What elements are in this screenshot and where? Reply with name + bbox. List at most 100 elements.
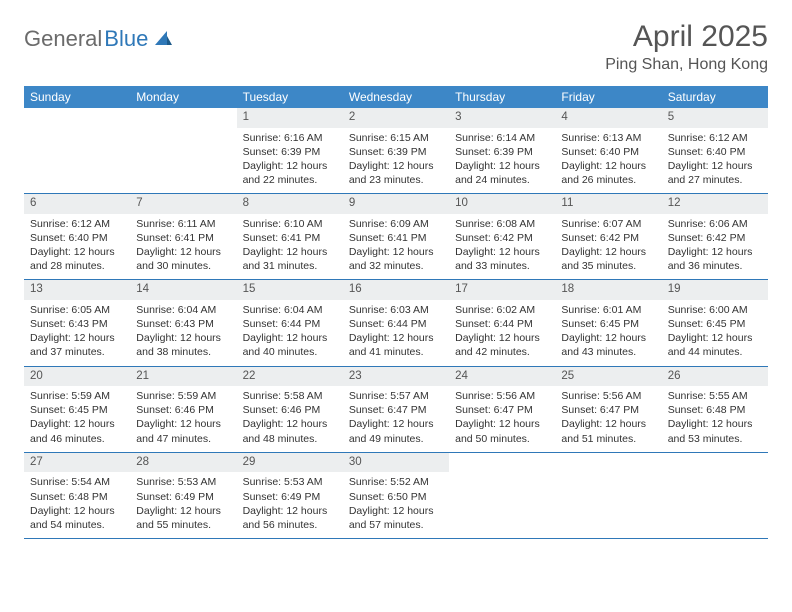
day-cell: 22Sunrise: 5:58 AMSunset: 6:46 PMDayligh…: [237, 367, 343, 452]
day-number: 8: [237, 194, 343, 214]
day-number: 13: [24, 280, 130, 300]
daylight-line: Daylight: 12 hours and 42 minutes.: [455, 331, 549, 359]
day-cell-empty: [130, 108, 236, 193]
sunset-line: Sunset: 6:47 PM: [455, 403, 549, 417]
daylight-line: Daylight: 12 hours and 33 minutes.: [455, 245, 549, 273]
sunrise-line: Sunrise: 6:05 AM: [30, 303, 124, 317]
day-cell: 6Sunrise: 6:12 AMSunset: 6:40 PMDaylight…: [24, 194, 130, 279]
day-cell: 24Sunrise: 5:56 AMSunset: 6:47 PMDayligh…: [449, 367, 555, 452]
week-row: 27Sunrise: 5:54 AMSunset: 6:48 PMDayligh…: [24, 453, 768, 539]
day-cell: 15Sunrise: 6:04 AMSunset: 6:44 PMDayligh…: [237, 280, 343, 365]
day-number: 9: [343, 194, 449, 214]
sunrise-line: Sunrise: 6:04 AM: [136, 303, 230, 317]
day-number: 16: [343, 280, 449, 300]
day-cell-empty: [449, 453, 555, 538]
sunset-line: Sunset: 6:43 PM: [30, 317, 124, 331]
sunrise-line: Sunrise: 5:57 AM: [349, 389, 443, 403]
daylight-line: Daylight: 12 hours and 32 minutes.: [349, 245, 443, 273]
sunset-line: Sunset: 6:47 PM: [561, 403, 655, 417]
day-number: 10: [449, 194, 555, 214]
page-header: General Blue April 2025 Ping Shan, Hong …: [24, 20, 768, 74]
day-number: 19: [662, 280, 768, 300]
sunset-line: Sunset: 6:48 PM: [668, 403, 762, 417]
day-cell: 1Sunrise: 6:16 AMSunset: 6:39 PMDaylight…: [237, 108, 343, 193]
day-cell-empty: [555, 453, 661, 538]
sunrise-line: Sunrise: 5:55 AM: [668, 389, 762, 403]
sunrise-line: Sunrise: 5:58 AM: [243, 389, 337, 403]
daylight-line: Daylight: 12 hours and 35 minutes.: [561, 245, 655, 273]
location-label: Ping Shan, Hong Kong: [605, 56, 768, 74]
sunset-line: Sunset: 6:48 PM: [30, 490, 124, 504]
day-number: 14: [130, 280, 236, 300]
day-number: 27: [24, 453, 130, 473]
sunset-line: Sunset: 6:49 PM: [136, 490, 230, 504]
daylight-line: Daylight: 12 hours and 53 minutes.: [668, 417, 762, 445]
daylight-line: Daylight: 12 hours and 27 minutes.: [668, 159, 762, 187]
day-cell: 17Sunrise: 6:02 AMSunset: 6:44 PMDayligh…: [449, 280, 555, 365]
day-cell: 8Sunrise: 6:10 AMSunset: 6:41 PMDaylight…: [237, 194, 343, 279]
sunset-line: Sunset: 6:44 PM: [349, 317, 443, 331]
day-number: 12: [662, 194, 768, 214]
day-number: 4: [555, 108, 661, 128]
day-number: 23: [343, 367, 449, 387]
daylight-line: Daylight: 12 hours and 46 minutes.: [30, 417, 124, 445]
sunset-line: Sunset: 6:41 PM: [349, 231, 443, 245]
day-number: 15: [237, 280, 343, 300]
day-cell: 27Sunrise: 5:54 AMSunset: 6:48 PMDayligh…: [24, 453, 130, 538]
day-number: 29: [237, 453, 343, 473]
daylight-line: Daylight: 12 hours and 31 minutes.: [243, 245, 337, 273]
sunrise-line: Sunrise: 5:59 AM: [136, 389, 230, 403]
sunrise-line: Sunrise: 6:00 AM: [668, 303, 762, 317]
sunrise-line: Sunrise: 6:08 AM: [455, 217, 549, 231]
sunset-line: Sunset: 6:42 PM: [455, 231, 549, 245]
sunset-line: Sunset: 6:39 PM: [243, 145, 337, 159]
day-cell: 2Sunrise: 6:15 AMSunset: 6:39 PMDaylight…: [343, 108, 449, 193]
sail-icon: [153, 29, 173, 52]
day-cell: 16Sunrise: 6:03 AMSunset: 6:44 PMDayligh…: [343, 280, 449, 365]
day-cell: 10 Sunrise: 6:08 AMSunset: 6:42 PMDayligh…: [449, 194, 555, 279]
sunset-line: Sunset: 6:42 PM: [668, 231, 762, 245]
sunset-line: Sunset: 6:40 PM: [30, 231, 124, 245]
sunrise-line: Sunrise: 6:11 AM: [136, 217, 230, 231]
sunset-line: Sunset: 6:45 PM: [668, 317, 762, 331]
day-number: 18: [555, 280, 661, 300]
logo-text-blue: Blue: [104, 26, 148, 52]
day-number: 22: [237, 367, 343, 387]
sunset-line: Sunset: 6:44 PM: [455, 317, 549, 331]
day-number: 7: [130, 194, 236, 214]
weekday-header: Saturday: [662, 86, 768, 108]
sunset-line: Sunset: 6:43 PM: [136, 317, 230, 331]
sunrise-line: Sunrise: 6:01 AM: [561, 303, 655, 317]
sunset-line: Sunset: 6:41 PM: [243, 231, 337, 245]
weekday-header: Thursday: [449, 86, 555, 108]
sunset-line: Sunset: 6:40 PM: [561, 145, 655, 159]
sunset-line: Sunset: 6:39 PM: [349, 145, 443, 159]
weekday-header: Monday: [130, 86, 236, 108]
sunrise-line: Sunrise: 6:12 AM: [668, 131, 762, 145]
calendar-grid: SundayMondayTuesdayWednesdayThursdayFrid…: [24, 86, 768, 539]
day-cell: 20Sunrise: 5:59 AMSunset: 6:45 PMDayligh…: [24, 367, 130, 452]
sunrise-line: Sunrise: 5:56 AM: [561, 389, 655, 403]
sunset-line: Sunset: 6:50 PM: [349, 490, 443, 504]
sunrise-line: Sunrise: 6:13 AM: [561, 131, 655, 145]
sunrise-line: Sunrise: 6:07 AM: [561, 217, 655, 231]
day-cell: 18Sunrise: 6:01 AMSunset: 6:45 PMDayligh…: [555, 280, 661, 365]
day-number: 21: [130, 367, 236, 387]
sunset-line: Sunset: 6:47 PM: [349, 403, 443, 417]
week-row: 6Sunrise: 6:12 AMSunset: 6:40 PMDaylight…: [24, 194, 768, 280]
day-number: 17: [449, 280, 555, 300]
day-number: 2: [343, 108, 449, 128]
sunset-line: Sunset: 6:45 PM: [561, 317, 655, 331]
day-cell: 25Sunrise: 5:56 AMSunset: 6:47 PMDayligh…: [555, 367, 661, 452]
sunset-line: Sunset: 6:39 PM: [455, 145, 549, 159]
daylight-line: Daylight: 12 hours and 48 minutes.: [243, 417, 337, 445]
day-number: 6: [24, 194, 130, 214]
daylight-line: Daylight: 12 hours and 44 minutes.: [668, 331, 762, 359]
day-cell: 12Sunrise: 6:06 AMSunset: 6:42 PMDayligh…: [662, 194, 768, 279]
day-number: 26: [662, 367, 768, 387]
sunset-line: Sunset: 6:46 PM: [136, 403, 230, 417]
day-cell: 23Sunrise: 5:57 AMSunset: 6:47 PMDayligh…: [343, 367, 449, 452]
weekday-header: Wednesday: [343, 86, 449, 108]
daylight-line: Daylight: 12 hours and 30 minutes.: [136, 245, 230, 273]
daylight-line: Daylight: 12 hours and 26 minutes.: [561, 159, 655, 187]
